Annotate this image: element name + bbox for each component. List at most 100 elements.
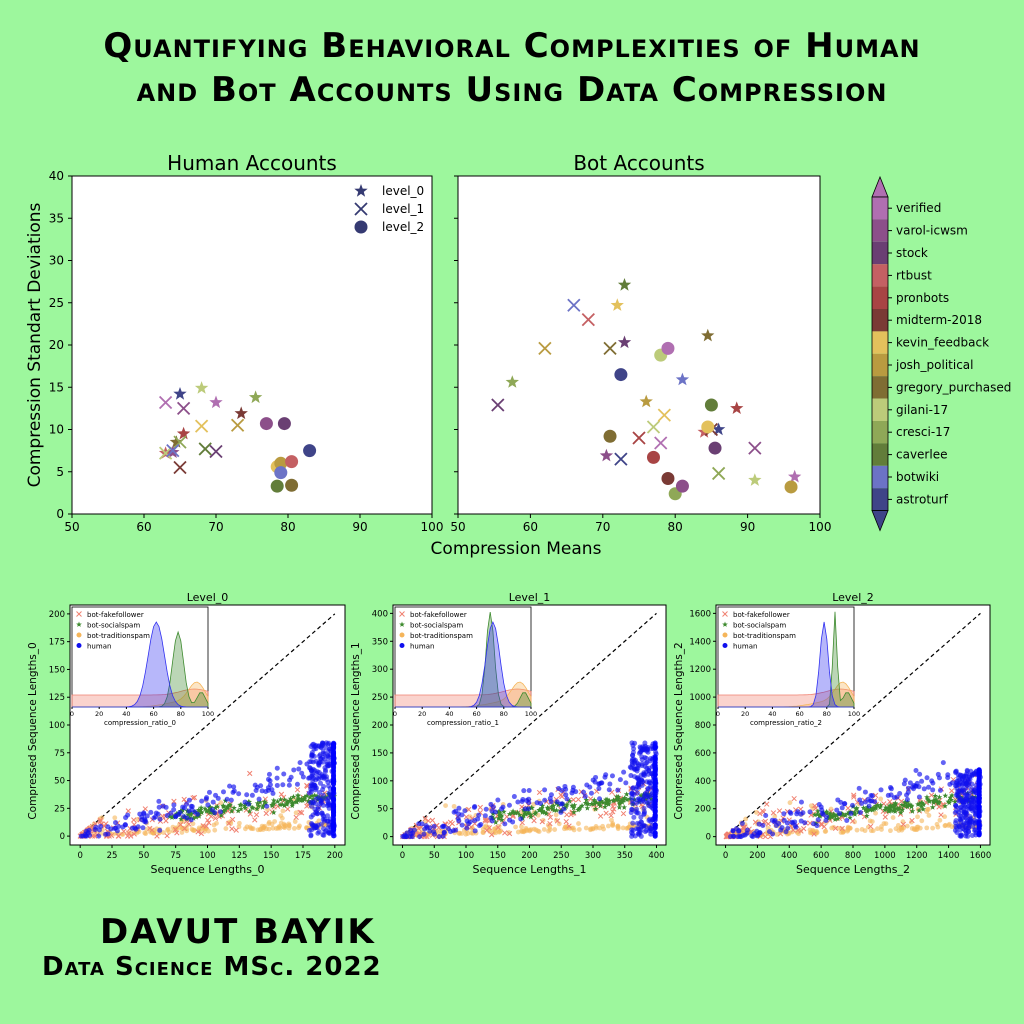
point-bot-socialspam xyxy=(254,805,260,812)
point-human xyxy=(324,776,330,782)
point-bot-socialspam xyxy=(932,793,939,799)
point-bot-socialspam xyxy=(198,804,204,811)
point-bot-traditionspam xyxy=(247,824,253,830)
point-human xyxy=(323,796,329,802)
point-bot-fakefollower xyxy=(131,831,137,837)
legend-marker xyxy=(76,643,82,648)
inset-x-tick-label: 20 xyxy=(95,710,103,718)
x-tick-label: 1200 xyxy=(906,851,928,861)
point-human xyxy=(785,825,791,831)
point-human xyxy=(462,808,468,814)
point-human xyxy=(857,797,863,803)
point-bot-socialspam xyxy=(619,799,626,805)
y-tick-label: 1200 xyxy=(689,665,711,675)
colorbar-label-midterm-2018: midterm-2018 xyxy=(896,313,982,327)
point-bot-socialspam xyxy=(541,809,548,815)
point-bot-socialspam xyxy=(585,801,592,807)
point-human xyxy=(848,810,854,816)
point-human xyxy=(281,771,287,777)
point-human xyxy=(629,740,635,746)
point-bot-socialspam xyxy=(269,802,275,808)
point-bot-socialspam xyxy=(827,813,834,820)
y-tick-label: 200 xyxy=(372,721,388,731)
point-bot-socialspam xyxy=(490,810,496,817)
point-human xyxy=(195,811,201,817)
point-human xyxy=(891,795,897,801)
point-human xyxy=(963,833,969,839)
colorbar-bottom-arrow xyxy=(871,510,889,532)
point-bot-socialspam xyxy=(817,813,824,819)
point-bot-traditionspam xyxy=(593,824,599,829)
x-tick-label: 100 xyxy=(421,520,444,534)
legend-marker-x xyxy=(354,202,368,216)
point-bot-socialspam xyxy=(277,796,284,802)
point-level_0 xyxy=(234,406,248,420)
point-bot-socialspam xyxy=(495,808,502,815)
x-tick-label: 60 xyxy=(523,520,538,534)
point-bot-fakefollower xyxy=(587,796,594,802)
point-level_1 xyxy=(194,419,209,433)
point-bot-socialspam xyxy=(227,801,233,808)
y-tick-label: 400 xyxy=(372,609,388,619)
point-human xyxy=(417,834,423,840)
point-human xyxy=(98,823,104,829)
point-bot-fakefollower xyxy=(229,826,235,832)
point-bot-socialspam xyxy=(623,791,630,797)
point-level_2 xyxy=(285,455,299,469)
legend-label-bot-traditionspam: bot-traditionspam xyxy=(87,632,150,640)
y-tick-label: 200 xyxy=(695,805,711,815)
point-human xyxy=(205,802,211,808)
point-bot-socialspam xyxy=(551,807,557,813)
point-human xyxy=(269,787,275,793)
point-human xyxy=(506,802,512,808)
point-human xyxy=(220,789,226,795)
point-human xyxy=(597,796,603,802)
point-human xyxy=(122,822,128,828)
point-human xyxy=(904,796,910,802)
point-human xyxy=(511,794,517,800)
point-human xyxy=(256,796,262,802)
point-human xyxy=(267,782,273,788)
point-human xyxy=(959,789,965,795)
point-bot-socialspam xyxy=(916,800,923,807)
point-bot-traditionspam xyxy=(890,815,896,820)
point-bot-fakefollower xyxy=(247,770,253,777)
point-human xyxy=(642,763,648,769)
point-bot-socialspam xyxy=(570,804,577,811)
point-bot-socialspam xyxy=(238,801,244,808)
legend-label-level_2: level_2 xyxy=(382,220,424,234)
point-bot-fakefollower xyxy=(182,825,188,832)
x-tick-label: 100 xyxy=(458,851,474,861)
point-human xyxy=(587,784,593,790)
point-human xyxy=(259,788,265,794)
point-bot-socialspam xyxy=(870,805,877,811)
point-level_1 xyxy=(654,436,668,450)
point-human xyxy=(319,743,325,749)
point-bot-socialspam xyxy=(522,811,529,817)
point-bot-traditionspam xyxy=(541,827,547,832)
point-bot-traditionspam xyxy=(293,810,299,816)
point-bot-socialspam xyxy=(287,798,293,804)
legend-marker-star xyxy=(354,184,368,197)
point-bot-fakefollower xyxy=(164,833,170,839)
point-human xyxy=(203,796,209,802)
point-human xyxy=(274,782,280,788)
point-bot-fakefollower xyxy=(762,833,769,840)
point-bot-fakefollower xyxy=(293,814,299,821)
point-bot-traditionspam xyxy=(754,809,759,815)
point-level_1 xyxy=(632,431,646,445)
point-human xyxy=(242,799,248,805)
point-human xyxy=(652,744,658,750)
point-human xyxy=(140,825,146,831)
point-level_0 xyxy=(748,473,762,486)
point-human xyxy=(872,799,878,805)
point-bot-fakefollower xyxy=(936,804,942,810)
point-human xyxy=(862,789,868,795)
legend-marker xyxy=(399,643,405,648)
point-bot-socialspam xyxy=(235,807,241,814)
point-bot-traditionspam xyxy=(480,830,486,835)
point-level_0 xyxy=(617,335,632,349)
point-human xyxy=(228,797,234,803)
point-human xyxy=(218,809,224,815)
point-bot-fakefollower xyxy=(172,826,179,833)
